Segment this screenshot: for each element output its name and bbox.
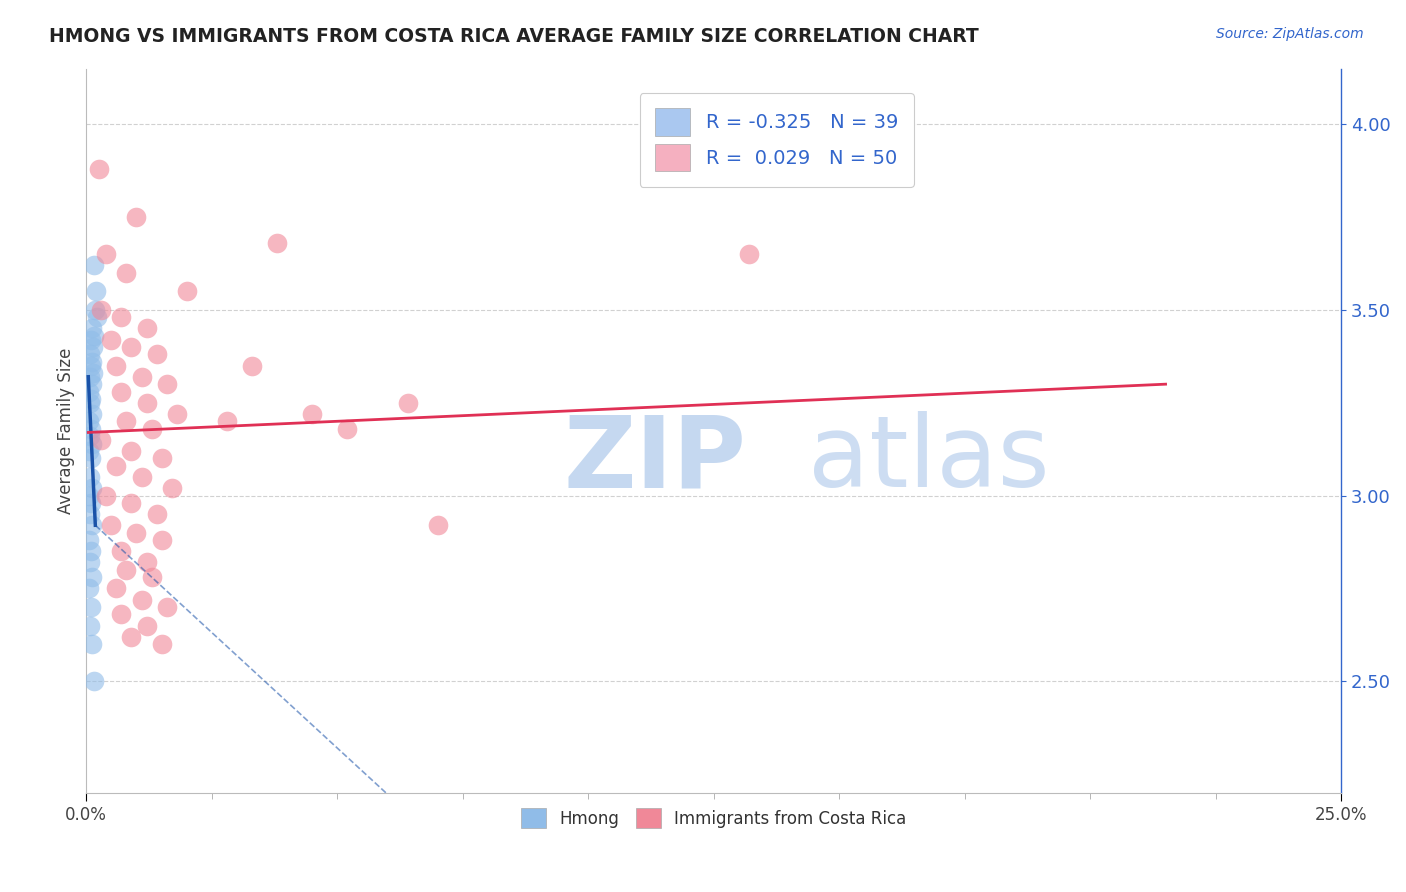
Point bbox=[82, 366, 104, 380]
Point bbox=[79, 507, 101, 521]
Point bbox=[83, 329, 105, 343]
Point bbox=[79, 533, 101, 548]
Point bbox=[86, 285, 108, 299]
Point bbox=[79, 470, 101, 484]
Y-axis label: Average Family Size: Average Family Size bbox=[58, 347, 75, 514]
Point bbox=[121, 630, 143, 644]
Point bbox=[141, 422, 163, 436]
Point bbox=[80, 422, 103, 436]
Point bbox=[80, 359, 103, 373]
Point bbox=[110, 607, 132, 622]
Point bbox=[105, 458, 128, 473]
Point bbox=[100, 333, 122, 347]
Point bbox=[110, 544, 132, 558]
Point bbox=[87, 161, 110, 176]
Point bbox=[79, 556, 101, 570]
Point bbox=[121, 444, 143, 458]
Point bbox=[145, 507, 167, 521]
Point bbox=[80, 544, 103, 558]
Point bbox=[145, 347, 167, 361]
Point bbox=[131, 369, 153, 384]
Point bbox=[82, 321, 104, 335]
Point bbox=[336, 422, 359, 436]
Point bbox=[79, 369, 101, 384]
Point bbox=[86, 310, 108, 325]
Point bbox=[80, 599, 103, 614]
Point bbox=[121, 496, 143, 510]
Point bbox=[738, 247, 761, 261]
Point bbox=[166, 407, 188, 421]
Point bbox=[150, 637, 173, 651]
Point bbox=[176, 285, 198, 299]
Point bbox=[79, 444, 101, 458]
Point bbox=[115, 266, 138, 280]
Point bbox=[83, 258, 105, 272]
Point bbox=[121, 340, 143, 354]
Point bbox=[150, 451, 173, 466]
Legend: Hmong, Immigrants from Costa Rica: Hmong, Immigrants from Costa Rica bbox=[515, 801, 912, 835]
Point bbox=[135, 556, 157, 570]
Point bbox=[82, 481, 104, 495]
Point bbox=[141, 570, 163, 584]
Point bbox=[135, 618, 157, 632]
Point bbox=[396, 395, 419, 409]
Point bbox=[79, 429, 101, 443]
Point bbox=[110, 384, 132, 399]
Point bbox=[125, 210, 148, 224]
Text: ZIP: ZIP bbox=[564, 411, 747, 508]
Point bbox=[82, 340, 104, 354]
Point bbox=[426, 518, 449, 533]
Point bbox=[240, 359, 263, 373]
Point bbox=[150, 533, 173, 548]
Point bbox=[96, 489, 118, 503]
Point bbox=[84, 302, 107, 317]
Point bbox=[82, 637, 104, 651]
Point bbox=[80, 333, 103, 347]
Point bbox=[125, 525, 148, 540]
Point bbox=[115, 563, 138, 577]
Point bbox=[131, 592, 153, 607]
Text: atlas: atlas bbox=[808, 411, 1049, 508]
Point bbox=[135, 395, 157, 409]
Point bbox=[82, 518, 104, 533]
Point bbox=[79, 582, 101, 596]
Point bbox=[160, 481, 183, 495]
Text: Source: ZipAtlas.com: Source: ZipAtlas.com bbox=[1216, 27, 1364, 41]
Point bbox=[80, 496, 103, 510]
Point bbox=[79, 618, 101, 632]
Point bbox=[100, 518, 122, 533]
Text: HMONG VS IMMIGRANTS FROM COSTA RICA AVERAGE FAMILY SIZE CORRELATION CHART: HMONG VS IMMIGRANTS FROM COSTA RICA AVER… bbox=[49, 27, 979, 45]
Point bbox=[79, 489, 101, 503]
Point bbox=[79, 347, 101, 361]
Point bbox=[131, 470, 153, 484]
Point bbox=[80, 392, 103, 406]
Point bbox=[79, 414, 101, 428]
Point bbox=[83, 674, 105, 689]
Point bbox=[80, 451, 103, 466]
Point bbox=[135, 321, 157, 335]
Point bbox=[215, 414, 238, 428]
Point bbox=[79, 384, 101, 399]
Point bbox=[96, 247, 118, 261]
Point bbox=[82, 407, 104, 421]
Point bbox=[82, 570, 104, 584]
Point bbox=[301, 407, 323, 421]
Point bbox=[82, 355, 104, 369]
Point bbox=[82, 436, 104, 450]
Point bbox=[105, 582, 128, 596]
Point bbox=[105, 359, 128, 373]
Point bbox=[115, 414, 138, 428]
Point bbox=[110, 310, 132, 325]
Point bbox=[266, 235, 288, 250]
Point bbox=[155, 377, 177, 392]
Point bbox=[90, 433, 112, 447]
Point bbox=[90, 302, 112, 317]
Point bbox=[82, 377, 104, 392]
Point bbox=[155, 599, 177, 614]
Point bbox=[79, 395, 101, 409]
